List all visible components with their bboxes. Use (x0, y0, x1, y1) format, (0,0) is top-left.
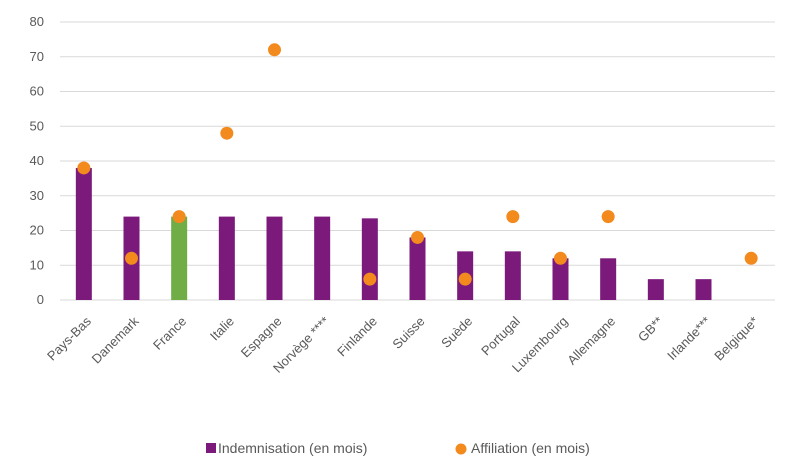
bar (314, 216, 331, 300)
x-tick-label: GB** (635, 314, 666, 345)
x-tick-label: Suisse (389, 314, 427, 352)
y-tick-label: 70 (30, 49, 44, 64)
dot (601, 210, 615, 224)
y-tick-label: 50 (30, 118, 44, 133)
bar (695, 279, 712, 300)
y-tick-label: 60 (30, 84, 44, 99)
legend-swatch-affiliation (455, 443, 467, 455)
dot (458, 272, 472, 286)
dot (554, 251, 567, 265)
x-tick-label: Irlande*** (664, 314, 713, 363)
bar (504, 251, 521, 300)
x-tick-label: Portugal (478, 313, 523, 358)
legend-label-affiliation: Affiliation (en mois) (471, 440, 590, 456)
y-tick-label: 0 (37, 292, 44, 307)
x-tick-label: Suède (438, 314, 475, 351)
x-tick-label: Danemark (89, 313, 142, 366)
dot (268, 43, 281, 57)
x-tick-label: France (150, 314, 189, 353)
y-tick-label: 10 (30, 257, 44, 272)
bar (266, 216, 283, 300)
bar (218, 216, 235, 300)
y-tick-label: 20 (30, 223, 44, 238)
bar (171, 216, 188, 300)
dot (77, 161, 91, 175)
y-tick-label: 40 (30, 153, 44, 168)
x-tick-label: Belgique* (711, 314, 761, 364)
x-tick-label: Italie (207, 314, 237, 344)
bar (647, 279, 664, 300)
bar (75, 167, 92, 300)
dot (506, 210, 520, 224)
dot (744, 251, 758, 265)
y-axis-ticks: 0 10 20 30 40 50 60 70 80 (30, 14, 44, 307)
y-tick-label: 80 (30, 14, 44, 29)
dot (220, 126, 234, 140)
bar (552, 258, 569, 300)
x-tick-label: Espagne (238, 314, 285, 361)
y-tick-label: 30 (30, 188, 44, 203)
x-tick-label: Pays-Bas (44, 313, 94, 363)
bar (361, 218, 378, 300)
x-tick-label: Allemagne (564, 314, 618, 368)
bar (600, 258, 617, 300)
dot (411, 230, 424, 244)
legend-label-indemnisation: Indemnisation (en mois) (218, 440, 367, 456)
x-tick-label: Finlande (334, 314, 380, 360)
legend-swatch-indemnisation (206, 443, 216, 453)
dot (363, 272, 377, 286)
dot (172, 210, 186, 224)
dot (125, 251, 138, 265)
bar (409, 237, 426, 300)
dot-series (77, 43, 758, 286)
legend: Indemnisation (en mois) Affiliation (en … (206, 440, 590, 456)
bar-series (75, 167, 712, 300)
